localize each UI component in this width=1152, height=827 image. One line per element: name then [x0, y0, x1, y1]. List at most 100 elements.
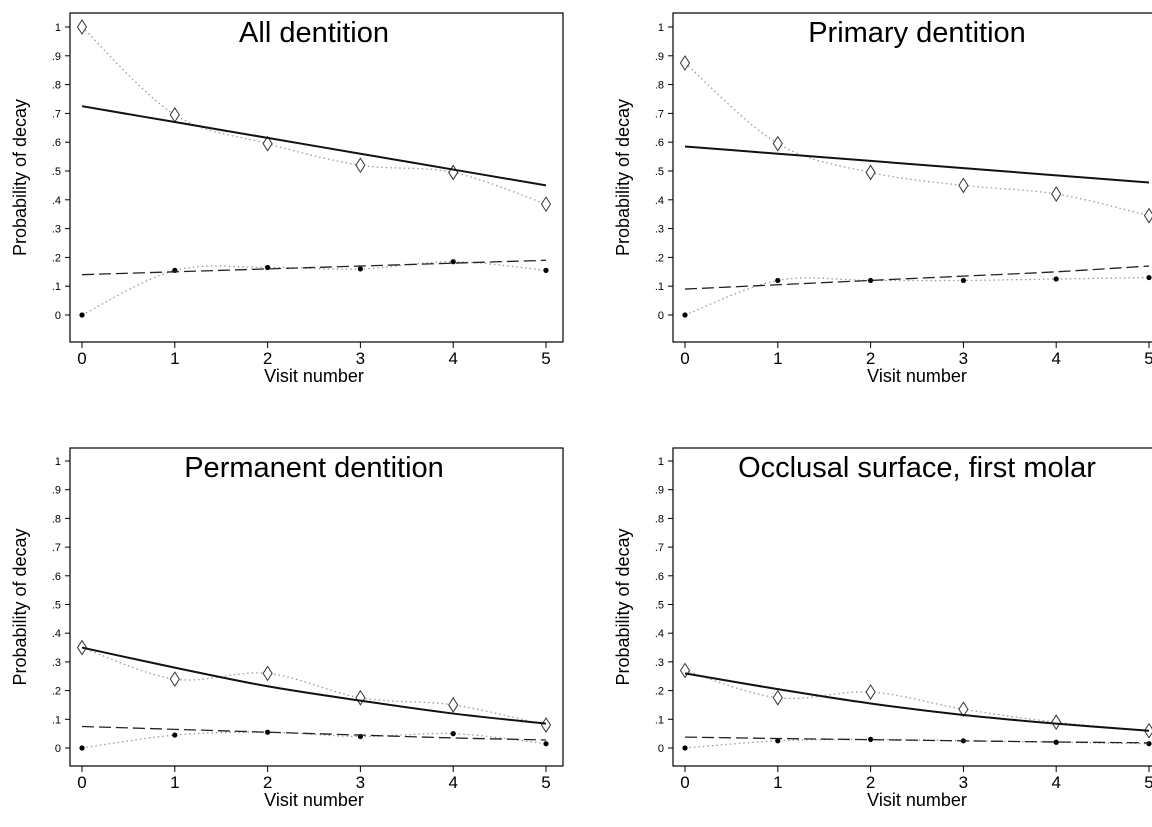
- y-tick-label: .4: [52, 628, 61, 640]
- diamond-point: [262, 135, 273, 152]
- dot-point: [868, 736, 874, 742]
- diamond-point: [262, 665, 273, 682]
- y-tick-label: 1: [658, 22, 664, 34]
- y-tick-label: .5: [52, 166, 61, 178]
- y-tick-label: 1: [55, 22, 61, 34]
- dot-point: [1146, 741, 1152, 747]
- x-tick-label: 2: [866, 773, 875, 792]
- y-tick-label: 0: [658, 310, 664, 322]
- diamond-point: [958, 177, 969, 194]
- x-axis-label: Visit number: [264, 790, 364, 810]
- plot-frame: [69, 12, 564, 343]
- dot-point: [682, 745, 688, 751]
- x-tick-label: 0: [77, 773, 86, 792]
- diamond-point: [76, 19, 88, 35]
- x-tick-label: 1: [773, 349, 782, 368]
- x-tick-label: 5: [1144, 349, 1152, 368]
- dot-point: [450, 259, 456, 265]
- diamond-point: [865, 164, 876, 181]
- y-tick-label: .5: [655, 600, 664, 612]
- y-tick-label: .7: [655, 542, 664, 554]
- dot-point: [172, 732, 178, 738]
- y-tick-label: .2: [52, 252, 61, 264]
- diamond-point: [865, 684, 876, 700]
- dot-point: [868, 277, 874, 284]
- dot-point: [682, 312, 688, 318]
- y-tick-label: .3: [655, 224, 664, 236]
- dot-point: [960, 277, 967, 284]
- y-tick-label: .2: [655, 252, 664, 264]
- chart-title: Primary dentition: [808, 17, 1026, 49]
- y-axis-label: Probability of decay: [10, 99, 30, 256]
- x-tick-label: 1: [773, 773, 782, 792]
- plot-frame: [69, 447, 564, 767]
- y-tick-label: 0: [55, 310, 61, 322]
- x-tick-label: 2: [263, 773, 272, 792]
- x-axis-label: Visit number: [867, 366, 967, 386]
- diamond-point: [772, 135, 783, 152]
- x-tick-label: 1: [170, 349, 179, 368]
- y-tick-label: .3: [52, 657, 61, 669]
- diamond-point: [958, 701, 969, 718]
- dot-point: [265, 729, 271, 735]
- dot-point: [450, 731, 456, 737]
- y-tick-label: .1: [52, 714, 61, 726]
- diamond-point: [1143, 207, 1152, 224]
- fitted-solid-line: [81, 646, 547, 725]
- y-tick-label: .8: [655, 513, 664, 525]
- fitted-dashed-line: [684, 736, 1150, 744]
- diamond-point: [540, 196, 552, 213]
- dot-point: [265, 264, 271, 271]
- y-tick-label: .6: [52, 137, 61, 149]
- dot-point: [543, 741, 549, 747]
- x-axis-label: Visit number: [867, 790, 967, 810]
- dot-point: [1053, 739, 1059, 745]
- chart-title: Occlusal surface, first molar: [738, 452, 1096, 484]
- x-tick-label: 4: [448, 349, 457, 368]
- y-axis-label: Probability of decay: [613, 528, 633, 685]
- y-tick-label: .8: [52, 80, 61, 92]
- dot-point: [543, 267, 549, 273]
- y-tick-label: .6: [655, 571, 664, 583]
- diamond-point: [679, 55, 691, 71]
- y-tick-label: 0: [658, 743, 664, 755]
- dot-point: [775, 738, 781, 744]
- y-tick-label: .9: [655, 485, 664, 497]
- observed-trace: [81, 261, 547, 316]
- dot-point: [357, 266, 363, 272]
- y-tick-label: .1: [655, 281, 664, 293]
- x-tick-label: 3: [959, 773, 968, 792]
- dot-point: [1053, 276, 1059, 282]
- y-axis-label: Probability of decay: [10, 528, 30, 685]
- chart-panel: 0 .1 .2 .3 .4 .5 .6 .7 .8 .9 1 0 1 2 3 4 5 Visit number Pr…: [10, 447, 564, 810]
- y-tick-label: .9: [52, 51, 61, 63]
- y-tick-label: .1: [52, 281, 61, 293]
- y-tick-label: .2: [655, 686, 664, 698]
- observed-trace: [81, 646, 547, 726]
- observed-trace: [81, 731, 547, 749]
- y-tick-label: 0: [55, 743, 61, 755]
- x-tick-label: 4: [1051, 349, 1060, 368]
- chart-title: Permanent dentition: [184, 452, 444, 484]
- plot-frame: [672, 12, 1152, 343]
- diamond-point: [448, 697, 459, 713]
- y-tick-label: .7: [52, 108, 61, 120]
- y-tick-label: .1: [655, 714, 664, 726]
- fitted-solid-line: [684, 672, 1150, 732]
- diamond-point: [1051, 186, 1062, 202]
- x-tick-label: 3: [356, 349, 365, 368]
- y-tick-label: .4: [52, 195, 61, 207]
- x-tick-label: 2: [866, 349, 875, 368]
- y-tick-label: .4: [655, 628, 664, 640]
- observed-trace: [81, 26, 547, 205]
- observed-trace: [684, 62, 1150, 217]
- x-tick-label: 0: [680, 773, 689, 792]
- x-tick-label: 0: [680, 349, 689, 368]
- dot-point: [1146, 274, 1152, 281]
- fitted-dashed-line: [81, 259, 547, 276]
- fitted-dashed-line: [81, 725, 547, 741]
- x-tick-label: 5: [541, 773, 550, 792]
- diamond-point: [772, 689, 783, 706]
- y-tick-label: .9: [655, 51, 664, 63]
